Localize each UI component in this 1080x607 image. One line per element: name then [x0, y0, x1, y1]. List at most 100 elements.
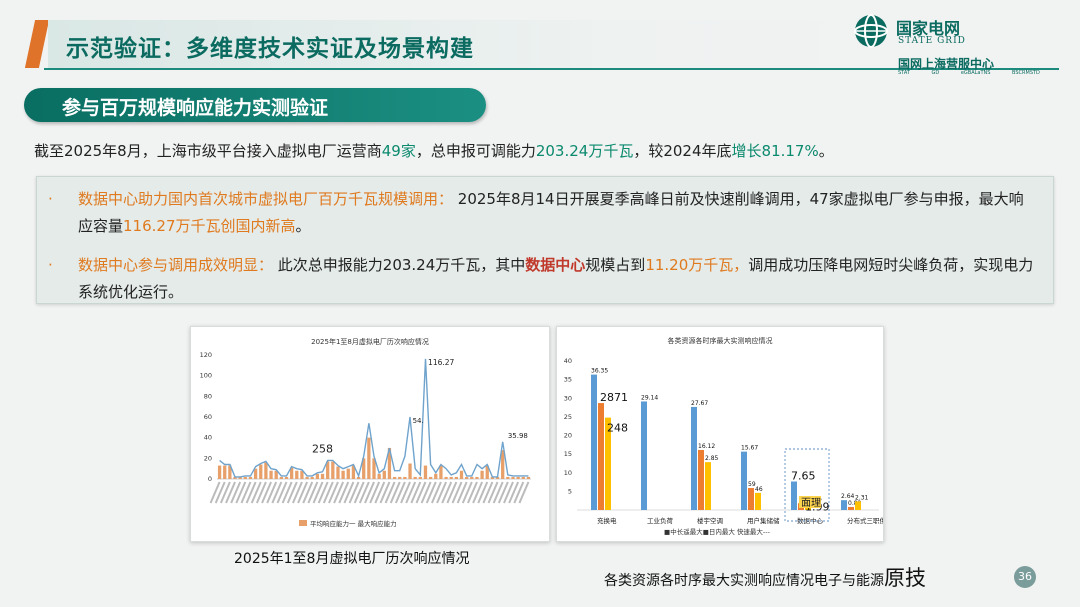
summary-text-1: 截至2025年8月，上海市级平台接入虚拟电厂运营商 — [34, 142, 382, 160]
x-tick-label-blur — [230, 481, 242, 504]
data-label: 2.85 — [705, 455, 719, 462]
x-tick-label-blur — [508, 481, 520, 504]
bar-avg-response — [336, 466, 340, 479]
bar-avg-response — [475, 476, 479, 479]
data-label: 36.35 — [591, 368, 608, 375]
bar-avg-response — [331, 461, 335, 479]
bar-avg-response — [501, 450, 505, 479]
x-tick-label-blur — [297, 481, 309, 504]
x-tick-label-blur — [312, 481, 324, 504]
header-band — [48, 20, 848, 68]
summary-line: 截至2025年8月，上海市级平台接入虚拟电厂运营商49家，总申报可调能力203.… — [34, 140, 834, 161]
x-tick-label-blur — [518, 481, 530, 504]
bar-avg-response — [233, 476, 237, 479]
data-label: 46 — [755, 486, 763, 493]
bar-avg-response — [238, 476, 242, 479]
page-title: 示范验证：多维度技术实证及场景构建 — [66, 36, 474, 62]
data-label: 2.64 — [841, 493, 855, 500]
x-tick-label-blur — [497, 481, 509, 504]
highlight-label-bg — [799, 496, 821, 508]
bar-avg-response — [413, 476, 417, 479]
right-caption-text: 各类资源各时序最大实测响应情况电子与能源 — [604, 573, 884, 589]
category-label: 充换电 — [597, 516, 617, 525]
x-tick-label-blur — [338, 481, 350, 504]
right-caption: 各类资源各时序最大实测响应情况电子与能源原技 — [604, 562, 926, 592]
x-tick-label-blur — [451, 481, 463, 504]
summary-text-4: 。 — [818, 142, 834, 160]
header-accent — [24, 20, 50, 68]
x-tick-label-blur — [281, 481, 293, 504]
y-tick-label: 120 — [200, 351, 212, 359]
x-tick-label-blur — [322, 481, 334, 504]
summary-capacity: 203.24万千瓦 — [535, 142, 634, 160]
x-tick-label-blur — [364, 481, 375, 504]
y-tick-label: 10 — [564, 469, 572, 477]
x-tick-label-blur — [307, 481, 319, 504]
right-caption-big: 原技 — [884, 566, 926, 590]
summary-growth: 增长81.17% — [731, 142, 819, 160]
x-tick-label-blur — [245, 481, 257, 504]
bar-avg-response — [279, 476, 283, 479]
category-label: 用户集储储 — [747, 516, 780, 525]
x-tick-label-blur — [389, 481, 401, 504]
data-center-highlight-box — [784, 448, 830, 522]
y-tick-label: 20 — [204, 454, 212, 462]
bar-intraday — [848, 506, 854, 510]
summary-text-3: ，较2024年底 — [633, 142, 732, 160]
x-tick-label-blur — [250, 481, 262, 504]
legend-swatch-avg — [299, 520, 307, 526]
bar-avg-response — [465, 476, 469, 479]
bar-fast — [755, 492, 761, 510]
bar-avg-response — [259, 464, 263, 479]
bar-fast — [605, 417, 611, 510]
bar-avg-response — [459, 470, 464, 479]
bar-avg-response — [284, 476, 289, 479]
chart-title: 各类资源各时序最大实测响应情况 — [668, 336, 773, 345]
bar-avg-response — [300, 470, 304, 479]
bar-intraday — [748, 488, 754, 510]
bullet-2: · — [48, 256, 53, 274]
bar-long — [591, 374, 597, 510]
x-tick-label-blur — [302, 481, 314, 504]
bar-avg-response — [274, 470, 278, 479]
right-chart: 各类资源各时序最大实测响应情况 5 10 15 20 25 30 35 40 36.35 2871 2… — [564, 336, 887, 536]
bar-avg-response — [377, 473, 381, 479]
bar-avg-response — [449, 476, 453, 479]
bar-avg-response — [289, 467, 294, 479]
x-tick-label-blur — [219, 481, 231, 504]
category-label: 楼宇空调 — [697, 516, 723, 525]
x-tick-label-blur — [394, 481, 406, 504]
category-label: 分布式三职供 — [847, 516, 883, 525]
y-tick-label: 35 — [564, 376, 572, 384]
y-tick-label: 60 — [204, 413, 212, 421]
x-tick-label-blur — [482, 481, 494, 504]
x-tick-label-blur — [430, 481, 442, 504]
bar-avg-response — [356, 476, 361, 479]
bar-fast — [705, 462, 711, 510]
y-tick-label: 15 — [564, 450, 572, 458]
bar-avg-response — [253, 468, 258, 479]
bar-avg-response — [243, 476, 247, 479]
bar-avg-response — [367, 437, 371, 479]
x-tick-label-blur — [240, 481, 252, 504]
bar-avg-response — [351, 465, 356, 479]
x-tick-label-blur — [328, 481, 339, 504]
x-tick-label-blur — [266, 481, 278, 504]
x-tick-label-blur — [492, 481, 504, 504]
data-label: 59 — [748, 481, 756, 488]
data-label: 7.65 — [791, 470, 816, 483]
state-grid-logo-icon — [854, 14, 888, 48]
point-1-highlight: 116.27万千瓦创国内新高 — [123, 217, 296, 235]
bar-intraday — [598, 403, 604, 510]
point-1: 数据中心助力国内首次城市虚拟电厂百万千瓦规模调用： 2025年8月14日开展夏季… — [78, 186, 1038, 240]
x-tick-label-blur — [225, 481, 236, 504]
x-tick-label-blur — [343, 481, 355, 504]
x-tick-label-blur — [487, 481, 499, 504]
bar-avg-response — [341, 470, 345, 479]
point-1-tail: 。 — [295, 217, 311, 235]
bar-avg-response — [295, 470, 299, 479]
summary-count: 49家 — [381, 142, 416, 160]
bar-avg-response — [387, 448, 392, 479]
point-2-red: 数据中心 — [525, 256, 586, 274]
y-tick-label: 0 — [208, 475, 212, 483]
